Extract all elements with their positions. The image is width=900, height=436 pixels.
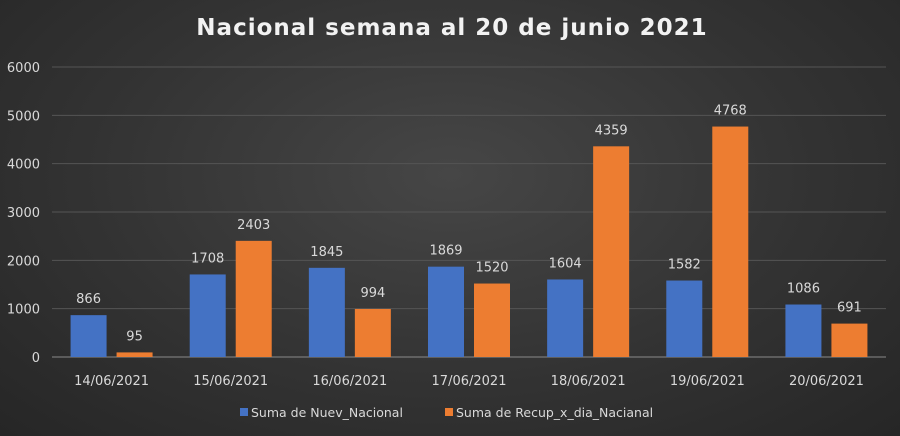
data-label: 994 (360, 286, 385, 301)
bar-recup (593, 146, 630, 357)
x-tick-label: 14/06/2021 (74, 374, 149, 389)
bar-nuev (666, 280, 703, 357)
x-tick-label: 19/06/2021 (670, 374, 745, 389)
y-tick-label: 5000 (7, 109, 40, 124)
x-tick-label: 15/06/2021 (193, 374, 268, 389)
data-label: 1604 (549, 256, 582, 271)
bar-nuev (547, 279, 584, 357)
data-label: 866 (76, 292, 101, 307)
legend-swatch (240, 408, 248, 416)
bar-recup (712, 126, 749, 358)
data-label: 1582 (668, 258, 701, 273)
bar-recup (831, 323, 868, 357)
y-tick-label: 3000 (7, 206, 40, 221)
x-tick-label: 20/06/2021 (789, 374, 864, 389)
legend: Suma de Nuev_Nacional Suma de Recup_x_dia… (240, 405, 653, 420)
bar-recup (474, 283, 510, 357)
bar-nuev (189, 274, 226, 357)
bar-nuev (785, 304, 822, 357)
bar-nuev (70, 315, 107, 357)
data-label: 1086 (787, 282, 820, 297)
bar-nuev (308, 267, 345, 357)
y-tick-label: 1000 (7, 303, 40, 318)
x-tick-label: 18/06/2021 (551, 374, 626, 389)
bar-recup (235, 240, 272, 357)
legend-label: Suma de Recup_x_dia_Nacianal (456, 405, 653, 420)
bar-nuev (428, 266, 464, 357)
y-tick-label: 2000 (7, 254, 40, 269)
x-tick-label: 17/06/2021 (432, 374, 507, 389)
data-label: 1845 (310, 245, 343, 260)
data-label: 691 (837, 301, 862, 316)
legend-label: Suma de Nuev_Nacional (251, 405, 403, 420)
data-label: 1520 (475, 261, 508, 276)
data-label: 4359 (595, 123, 628, 138)
x-tick-label: 16/06/2021 (312, 374, 387, 389)
bar-recup (116, 352, 153, 357)
data-label: 1869 (429, 244, 462, 259)
chart-title: Nacional semana al 20 de junio 2021 (196, 15, 707, 41)
y-tick-label: 6000 (7, 61, 40, 76)
bar-recup (354, 308, 391, 357)
data-label: 4768 (714, 104, 747, 119)
data-label: 95 (126, 329, 143, 344)
data-label: 2403 (237, 218, 270, 233)
legend-swatch (445, 408, 453, 416)
y-tick-label: 4000 (7, 158, 40, 173)
y-tick-label: 0 (32, 351, 40, 366)
data-label: 1708 (191, 251, 224, 266)
